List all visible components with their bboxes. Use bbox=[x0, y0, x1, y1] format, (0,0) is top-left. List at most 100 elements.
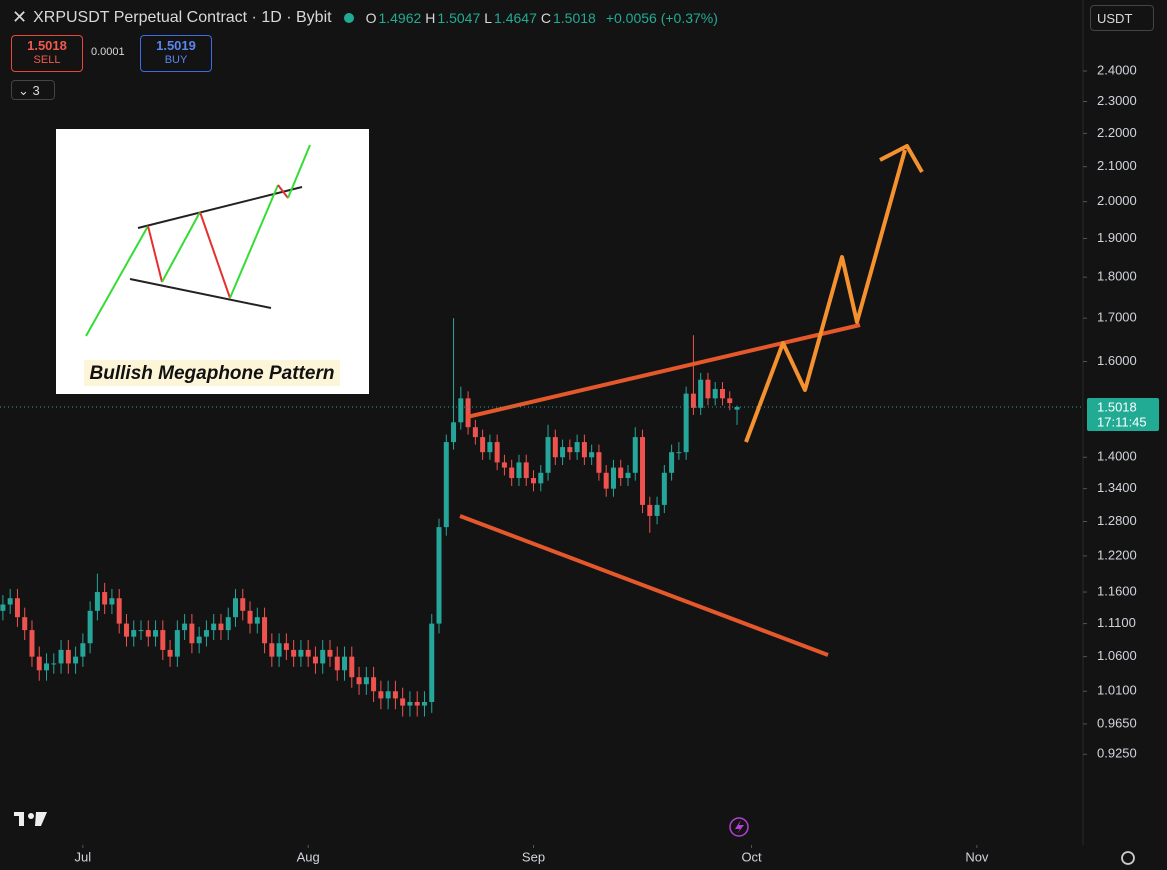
x-tick-label: Oct bbox=[741, 849, 762, 864]
candle-body bbox=[407, 701, 413, 706]
ohlc-value: 1.5018 bbox=[553, 9, 596, 26]
candle-body bbox=[523, 462, 529, 479]
y-tick-label: 0.9250 bbox=[1097, 746, 1137, 761]
candle-body bbox=[371, 677, 377, 692]
candle-body bbox=[44, 663, 50, 671]
candle-body bbox=[494, 442, 500, 463]
candle-body bbox=[392, 691, 398, 699]
buy-label: BUY bbox=[164, 54, 188, 66]
candle-body bbox=[189, 623, 195, 644]
candle-body bbox=[123, 623, 129, 637]
candle-body bbox=[73, 656, 79, 664]
y-tick-label: 2.1000 bbox=[1097, 158, 1137, 173]
y-tick-label: 1.1600 bbox=[1097, 583, 1137, 598]
symbol: XRPUSDT Perpetual Contract · 1D · Bybit bbox=[33, 8, 332, 26]
candle-body bbox=[342, 656, 348, 671]
candle-body bbox=[131, 630, 137, 637]
sell-button[interactable]: 1.5018 SELL bbox=[11, 35, 83, 72]
candle-body bbox=[269, 643, 275, 657]
drawings bbox=[459, 144, 924, 657]
candle-body bbox=[625, 472, 631, 479]
candle-body bbox=[7, 598, 13, 605]
candle-body bbox=[22, 617, 28, 631]
caption-bg bbox=[84, 360, 340, 386]
candle-body bbox=[683, 393, 689, 453]
candle-body bbox=[291, 649, 297, 657]
event-icon[interactable] bbox=[729, 817, 749, 837]
ohlc-label: O bbox=[365, 9, 377, 26]
indicator-count: 3 bbox=[32, 83, 40, 98]
candle-body bbox=[531, 478, 537, 484]
candle-body bbox=[14, 598, 20, 618]
candle-body bbox=[560, 447, 566, 458]
candle-body bbox=[153, 630, 159, 637]
x-tick-label: Aug bbox=[297, 849, 320, 864]
candle-body bbox=[705, 379, 711, 399]
sell-price: 1.5018 bbox=[27, 38, 67, 53]
candle-body bbox=[501, 462, 507, 468]
candle-body bbox=[661, 472, 667, 505]
candle-body bbox=[509, 467, 515, 479]
candle-body bbox=[138, 630, 144, 632]
buy-button[interactable]: 1.5019 BUY bbox=[140, 35, 212, 72]
candle-body bbox=[327, 649, 333, 657]
candle-body bbox=[29, 630, 35, 657]
sell-label: SELL bbox=[33, 54, 61, 66]
candle-body bbox=[262, 617, 268, 644]
candle-body bbox=[654, 504, 660, 516]
candle-body bbox=[225, 617, 231, 631]
candle-body bbox=[218, 623, 224, 631]
candle-body bbox=[211, 623, 217, 631]
candle-body bbox=[581, 442, 587, 458]
y-tick-label: 1.9000 bbox=[1097, 230, 1137, 245]
candle-body bbox=[472, 427, 478, 438]
candle-body bbox=[0, 604, 6, 611]
inset-caption: Bullish Megaphone Pattern bbox=[90, 363, 335, 384]
candle-body bbox=[436, 527, 442, 624]
indicator-toggle[interactable]: ⌄ 3 bbox=[11, 80, 55, 100]
settings-icon[interactable] bbox=[1121, 851, 1135, 865]
y-tick-label: 1.2200 bbox=[1097, 547, 1137, 562]
candle-body bbox=[349, 656, 355, 678]
x-tick-label: Nov bbox=[965, 849, 989, 864]
y-tick-label: 2.2000 bbox=[1097, 125, 1137, 140]
inset-image bbox=[56, 129, 369, 394]
candle-body bbox=[574, 442, 580, 453]
currency-select[interactable]: USDT bbox=[1090, 5, 1154, 31]
candle-body bbox=[443, 442, 449, 528]
countdown: 17:11:45 bbox=[1097, 414, 1147, 429]
resistance-line bbox=[466, 323, 861, 419]
candle-body bbox=[538, 472, 544, 484]
candle-body bbox=[610, 467, 616, 489]
candle-body bbox=[65, 649, 71, 664]
candle-body bbox=[58, 649, 64, 664]
candle-body bbox=[36, 656, 42, 671]
ohlc-label: C bbox=[540, 9, 551, 26]
close-icon[interactable]: ✕ bbox=[12, 7, 28, 27]
candle-body bbox=[458, 398, 464, 423]
y-tick-label: 1.3400 bbox=[1097, 480, 1137, 495]
candle-body bbox=[247, 610, 253, 624]
y-tick-label: 1.0600 bbox=[1097, 648, 1137, 663]
ohlc-label: L bbox=[484, 9, 493, 26]
candle-body bbox=[727, 398, 733, 404]
candle-body bbox=[400, 698, 406, 706]
candle-body bbox=[712, 388, 718, 399]
y-tick-label: 1.8000 bbox=[1097, 269, 1137, 284]
candle-body bbox=[312, 656, 318, 664]
last-price-label: 1.5018 bbox=[1097, 399, 1137, 414]
arrow-head bbox=[879, 144, 924, 173]
candle-body bbox=[203, 630, 209, 637]
tv-logo bbox=[14, 812, 47, 826]
candle-body bbox=[182, 623, 188, 631]
candle-body bbox=[647, 504, 653, 516]
candle-body bbox=[87, 610, 93, 644]
candle-body bbox=[80, 643, 86, 657]
ohlc: O 1.4962 H 1.5047 L 1.4647 C 1.5018 bbox=[366, 10, 600, 26]
event-bolt bbox=[735, 820, 744, 834]
candle-body bbox=[334, 656, 340, 671]
ohlc-label: H bbox=[425, 9, 436, 26]
candle-body bbox=[669, 452, 675, 473]
y-tick-label: 2.3000 bbox=[1097, 93, 1137, 108]
